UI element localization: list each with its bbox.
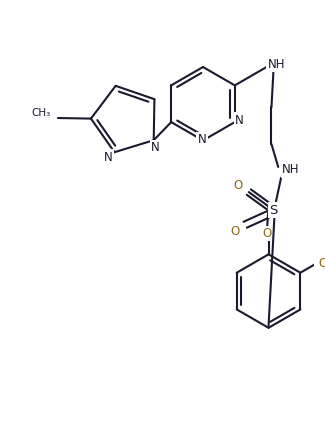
Text: S: S xyxy=(269,204,278,217)
Text: NH: NH xyxy=(267,58,285,71)
Text: N: N xyxy=(235,114,244,127)
Text: N: N xyxy=(104,151,113,164)
Text: NH: NH xyxy=(282,163,300,176)
Text: O: O xyxy=(230,225,239,238)
Text: N: N xyxy=(198,133,206,146)
Text: O: O xyxy=(234,179,243,192)
Text: CH₃: CH₃ xyxy=(31,108,50,118)
Text: O: O xyxy=(262,227,271,240)
Text: N: N xyxy=(151,142,160,154)
Text: O: O xyxy=(318,257,325,270)
